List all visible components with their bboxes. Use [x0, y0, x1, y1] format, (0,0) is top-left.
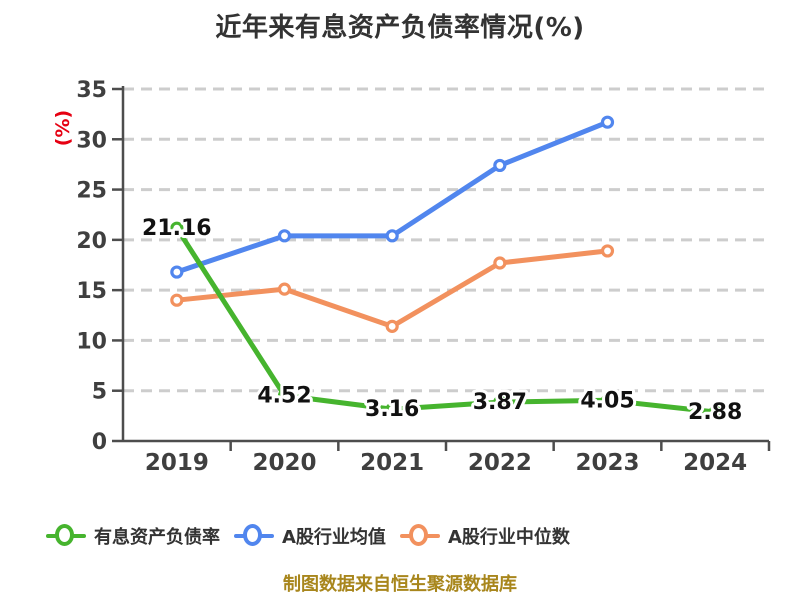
series-line-2 [174, 248, 610, 329]
x-tick-label: 2022 [468, 450, 532, 476]
legend-label: A股行业中位数 [447, 527, 570, 548]
data-point [385, 229, 399, 243]
data-point [277, 388, 292, 403]
data-label: 21.16 [142, 216, 212, 241]
x-tick-label: 2020 [252, 450, 316, 476]
x-tick-label: 2024 [683, 450, 747, 476]
legend-label: A股行业均值 [282, 527, 386, 548]
data-point [170, 221, 184, 235]
y-tick-label: 10 [76, 329, 107, 354]
legend-circle-swatch [243, 524, 262, 546]
data-point [385, 402, 399, 416]
data-label: 4.52 [257, 384, 311, 409]
legend-marker-icon [234, 524, 274, 548]
data-point [277, 282, 292, 296]
data-point [277, 229, 292, 243]
data-point [170, 265, 184, 279]
legend: 有息资产负债率 A股行业均值 A股行业中位数 [46, 519, 570, 553]
data-point [493, 395, 507, 409]
y-tick-label: 35 [76, 78, 107, 103]
x-tick-label: 2023 [575, 450, 639, 476]
legend-item-1: A股行业均值 [234, 523, 386, 549]
legend-circle-swatch [408, 524, 428, 546]
y-tick-label: 20 [76, 229, 107, 254]
data-point [600, 115, 615, 129]
data-label: 4.05 [580, 388, 634, 413]
data-point [385, 319, 399, 333]
data-point [493, 158, 507, 173]
x-tick-label: 2021 [360, 450, 424, 476]
series-line-1 [174, 119, 610, 275]
legend-circle-swatch [55, 524, 74, 546]
data-label: 2.88 [688, 400, 742, 425]
data-point [600, 244, 615, 258]
chart-title: 近年来有息资产负债率情况(%) [215, 13, 585, 43]
legend-label: 有息资产负债率 [94, 527, 220, 548]
legend-marker-icon [399, 524, 440, 548]
y-tick-label: 0 [92, 430, 107, 455]
data-point [493, 256, 507, 270]
y-tick-label: 15 [76, 279, 107, 304]
data-label: 3.16 [365, 397, 419, 422]
y-tick-label: 5 [92, 380, 107, 405]
data-point [600, 393, 615, 407]
legend-item-2: A股行业中位数 [399, 523, 570, 549]
series-line-0 [174, 225, 718, 415]
legend-marker-icon [46, 524, 86, 548]
footer-note: 制图数据来自恒生聚源数据库 [283, 574, 517, 595]
legend-item-0: 有息资产负债率 [46, 523, 220, 549]
y-tick-label: 30 [76, 128, 107, 153]
y-tick-label: 25 [76, 179, 107, 204]
data-point [708, 405, 722, 419]
x-tick-label: 2019 [145, 450, 209, 476]
data-label: 3.87 [473, 390, 527, 415]
data-point [170, 293, 184, 307]
